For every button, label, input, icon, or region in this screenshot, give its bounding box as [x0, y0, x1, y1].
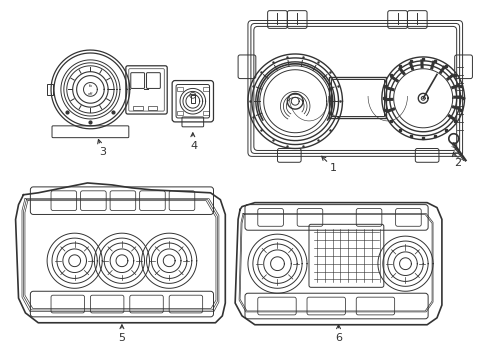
Bar [330, 78, 383, 116]
Text: 4: 4 [190, 140, 197, 150]
Text: 6: 6 [334, 333, 341, 342]
Bar [177, 111, 183, 115]
Text: fo: fo [88, 85, 92, 89]
Text: 3: 3 [99, 148, 105, 157]
Text: off: off [87, 93, 93, 96]
Bar [190, 95, 194, 103]
Text: 2: 2 [453, 158, 460, 168]
Text: 1: 1 [329, 163, 336, 173]
Bar [47, 84, 53, 95]
Bar [202, 111, 208, 115]
Bar [328, 77, 385, 118]
Bar [202, 87, 208, 91]
Bar [132, 106, 142, 110]
Bar [147, 106, 157, 110]
Text: 5: 5 [118, 333, 125, 342]
Bar [177, 87, 183, 91]
